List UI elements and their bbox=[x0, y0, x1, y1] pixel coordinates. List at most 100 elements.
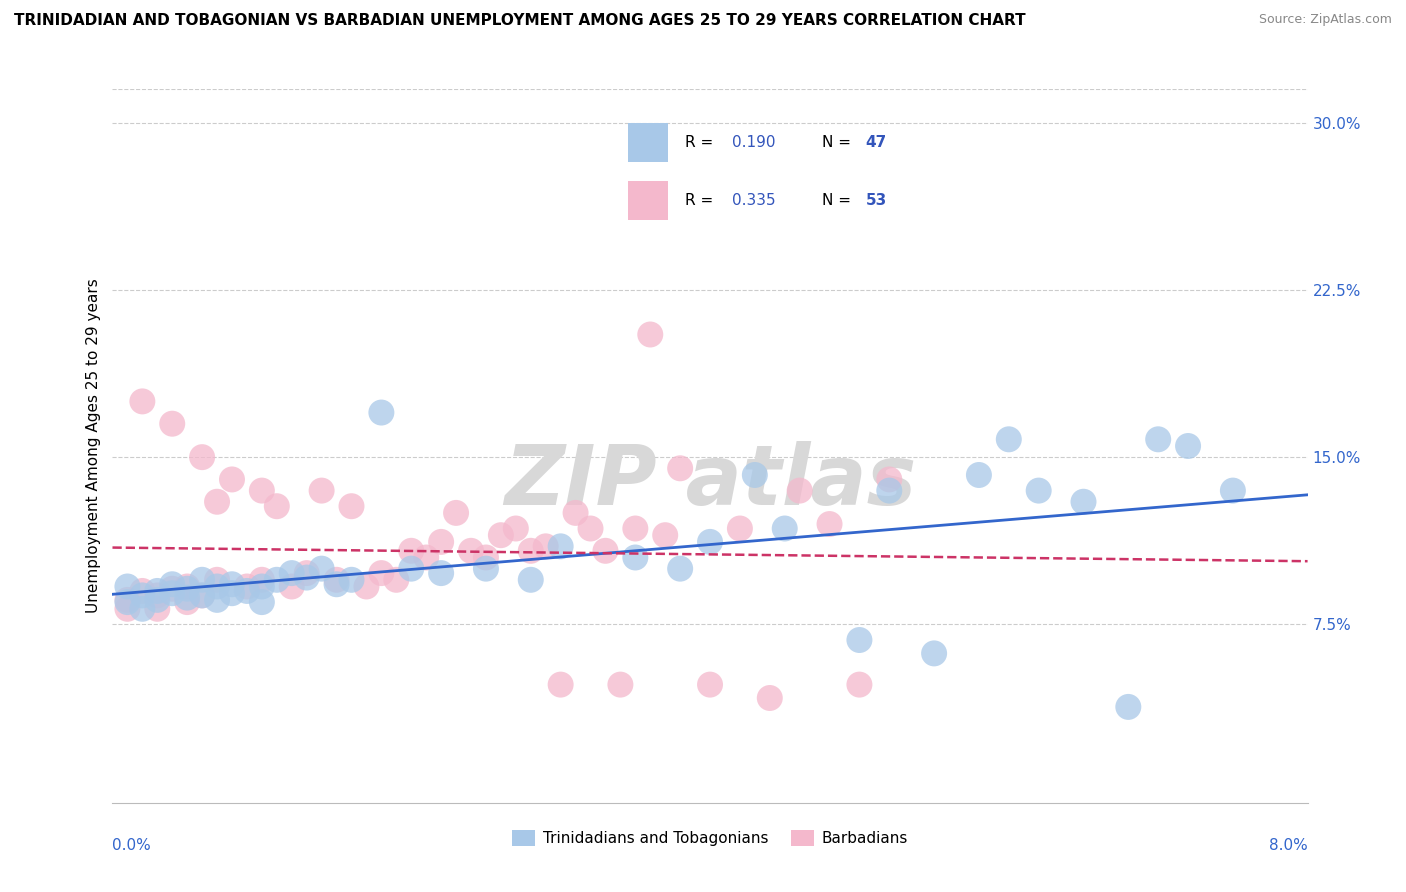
Point bbox=[250, 595, 273, 609]
Point bbox=[176, 580, 198, 594]
Point bbox=[176, 591, 198, 605]
Point bbox=[401, 543, 423, 558]
Point bbox=[191, 589, 214, 603]
Point bbox=[250, 573, 273, 587]
Point bbox=[728, 521, 751, 535]
Point bbox=[370, 405, 392, 419]
Point bbox=[146, 589, 169, 603]
Point bbox=[699, 678, 721, 692]
Point bbox=[640, 327, 662, 342]
Point bbox=[146, 583, 169, 598]
Point bbox=[550, 539, 572, 553]
Point bbox=[340, 500, 363, 514]
Text: 0.0%: 0.0% bbox=[112, 838, 152, 853]
Point bbox=[1028, 483, 1050, 498]
Point bbox=[236, 580, 259, 594]
Point bbox=[117, 592, 139, 607]
Point bbox=[131, 583, 153, 598]
Point bbox=[967, 467, 990, 482]
Point bbox=[848, 633, 870, 648]
Point bbox=[281, 580, 304, 594]
Point bbox=[162, 417, 183, 431]
Point bbox=[1222, 483, 1244, 498]
Point bbox=[699, 534, 721, 549]
Point bbox=[818, 517, 841, 532]
Point bbox=[162, 582, 183, 596]
Point bbox=[131, 601, 153, 615]
Point bbox=[444, 506, 467, 520]
Point bbox=[176, 595, 198, 609]
Point bbox=[236, 583, 259, 598]
Point bbox=[162, 586, 183, 600]
Point bbox=[430, 534, 453, 549]
Point bbox=[191, 450, 214, 464]
Point bbox=[460, 543, 482, 558]
Point bbox=[669, 461, 692, 475]
Point bbox=[848, 678, 870, 692]
Point bbox=[205, 494, 228, 508]
Text: TRINIDADIAN AND TOBAGONIAN VS BARBADIAN UNEMPLOYMENT AMONG AGES 25 TO 29 YEARS C: TRINIDADIAN AND TOBAGONIAN VS BARBADIAN … bbox=[14, 13, 1026, 29]
Point bbox=[430, 566, 453, 580]
Point bbox=[191, 589, 214, 603]
Point bbox=[520, 573, 543, 587]
Point bbox=[146, 601, 169, 615]
Point bbox=[162, 577, 183, 591]
Point bbox=[654, 528, 676, 542]
Y-axis label: Unemployment Among Ages 25 to 29 years: Unemployment Among Ages 25 to 29 years bbox=[86, 278, 101, 614]
Point bbox=[1118, 699, 1140, 714]
Point bbox=[1147, 432, 1170, 446]
Text: Source: ZipAtlas.com: Source: ZipAtlas.com bbox=[1258, 13, 1392, 27]
Point bbox=[534, 539, 557, 553]
Point bbox=[579, 521, 602, 535]
Point bbox=[624, 521, 647, 535]
Point bbox=[250, 580, 273, 594]
Point bbox=[624, 550, 647, 565]
Point bbox=[205, 592, 228, 607]
Point bbox=[340, 573, 363, 587]
Point bbox=[221, 586, 243, 600]
Point bbox=[325, 573, 347, 587]
Point bbox=[266, 573, 288, 587]
Point bbox=[415, 550, 437, 565]
Point bbox=[221, 472, 243, 486]
Point bbox=[117, 601, 139, 615]
Point bbox=[131, 589, 153, 603]
Point bbox=[922, 646, 945, 660]
Text: 8.0%: 8.0% bbox=[1268, 838, 1308, 853]
Point bbox=[877, 472, 901, 486]
Point bbox=[475, 550, 498, 565]
Point bbox=[564, 506, 586, 520]
Legend: Trinidadians and Tobagonians, Barbadians: Trinidadians and Tobagonians, Barbadians bbox=[506, 824, 914, 852]
Point bbox=[325, 577, 347, 591]
Point bbox=[191, 573, 214, 587]
Point bbox=[759, 690, 782, 705]
Point bbox=[520, 543, 543, 558]
Point bbox=[295, 566, 318, 580]
Point bbox=[401, 562, 423, 576]
Point bbox=[146, 592, 169, 607]
Point bbox=[773, 521, 796, 535]
Point bbox=[295, 571, 318, 585]
Point bbox=[609, 678, 631, 692]
Point bbox=[550, 678, 572, 692]
Point bbox=[131, 394, 153, 409]
Point bbox=[475, 562, 498, 576]
Point bbox=[669, 562, 692, 576]
Point bbox=[595, 543, 617, 558]
Point bbox=[311, 562, 333, 576]
Point bbox=[998, 432, 1021, 446]
Point bbox=[117, 595, 139, 609]
Point bbox=[489, 528, 512, 542]
Point bbox=[221, 577, 243, 591]
Point bbox=[266, 500, 288, 514]
Point bbox=[250, 483, 273, 498]
Point bbox=[1177, 439, 1199, 453]
Point bbox=[205, 573, 228, 587]
Point bbox=[205, 580, 228, 594]
Point bbox=[176, 582, 198, 596]
Point bbox=[117, 580, 139, 594]
Point bbox=[744, 467, 766, 482]
Point bbox=[505, 521, 527, 535]
Text: ZIP atlas: ZIP atlas bbox=[503, 442, 917, 522]
Point bbox=[370, 566, 392, 580]
